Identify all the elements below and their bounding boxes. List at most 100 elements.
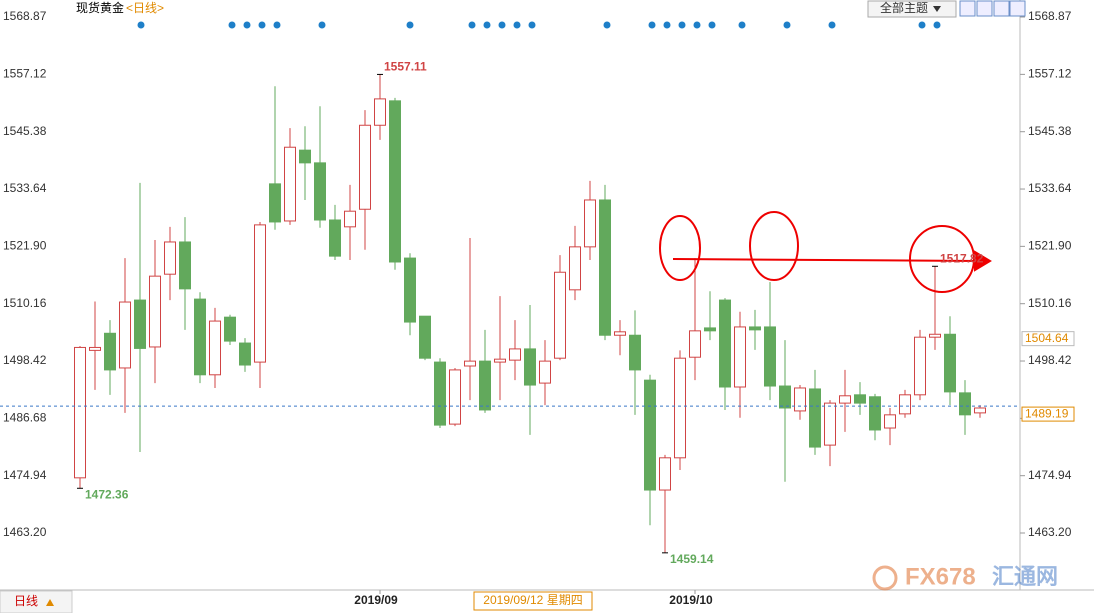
cursor-date: 2019/09/12 星期四 [483,593,582,607]
watermark-text: FX678 [905,563,976,590]
event-dot [406,21,414,29]
y-tick-label-right: 1545.38 [1028,124,1072,138]
y-tick-label-left: 1474.94 [3,468,47,482]
candle-body [119,301,131,369]
candle-body [194,298,206,376]
candle-body [719,299,731,388]
event-dot [243,21,251,29]
candle-body [524,348,536,386]
candle-body [239,342,251,366]
candle-body [374,98,386,126]
tool-icon[interactable] [976,0,993,17]
theme-button-label[interactable]: 全部主题 [880,0,928,15]
toolbar: 全部主题 [867,0,1026,18]
y-tick-label-left: 1521.90 [3,239,47,253]
y-tick-label-right: 1521.90 [1028,239,1072,253]
marker-price-tag [1021,331,1075,347]
candle-body [179,241,191,290]
y-tick-label-left: 1557.12 [3,67,47,81]
candle-body [734,326,746,388]
candle-body [254,224,266,363]
theme-button[interactable] [867,0,957,18]
candle-body [944,333,956,393]
candle-body [929,333,941,338]
event-dot [498,21,506,29]
tool-icon[interactable] [993,0,1010,17]
selector-arrow [46,599,54,606]
period-selector-label[interactable]: 日线 [14,594,38,608]
candle-body [914,336,926,396]
watermark: FX678 汇通网 [872,563,1058,591]
candle-body [554,271,566,359]
x-tick-label: 2019/10 [669,593,713,607]
candle-body [404,257,416,323]
candle-body [224,316,236,342]
candle-body [659,457,671,491]
y-tick-label-left: 1498.42 [3,353,47,367]
candle-body [839,395,851,404]
candle-body [824,402,836,446]
candle-body [794,387,806,412]
event-dot [137,21,145,29]
period-selector[interactable] [0,590,73,613]
y-tick-label-left: 1545.38 [3,124,47,138]
candle-body [629,334,641,371]
event-dot [513,21,521,29]
y-tick-label-left: 1510.16 [3,296,47,310]
last-price-label: 1489.19 [1025,406,1069,420]
candle-body [689,330,701,358]
candle-body [779,385,791,409]
candle-body [809,388,821,448]
candle-body [674,357,686,459]
plot [74,74,986,553]
last-price-tag [1021,406,1075,422]
candle-body [389,100,401,263]
candle-body [434,361,446,426]
extreme-label: 1472.36 [85,487,129,501]
candle-body [329,219,341,257]
watermark-text-cn: 汇通网 [992,564,1058,589]
candle-body [344,210,356,228]
extreme-label: 1517.82 [940,251,984,265]
candle-body [599,199,611,336]
candle-body [644,379,656,491]
event-dot [528,21,536,29]
candle-body [704,327,716,332]
candle-body [974,407,986,414]
y-tick-label-right: 1498.42 [1028,353,1072,367]
candle-body [899,394,911,415]
y-tick-label-right: 1474.94 [1028,468,1072,482]
event-dot [783,21,791,29]
tool-icon[interactable] [959,0,976,17]
x-tick-label: 2019/09 [354,593,398,607]
candle-body [749,326,761,331]
event-dot [933,21,941,29]
chart-title: 现货黄金 [76,0,124,15]
candle-body [869,396,881,431]
candle-body [449,369,461,425]
arrow-line [672,258,979,262]
y-tick-label-right: 1568.87 [1028,9,1072,23]
event-dot [603,21,611,29]
event-dot [663,21,671,29]
candle-body [764,326,776,387]
y-tick-label-left: 1568.87 [3,9,47,23]
candle-body [209,320,221,376]
candle-body [584,199,596,248]
candle-body [149,275,161,348]
candle-body [269,183,281,223]
y-tick-label-left: 1533.64 [3,181,47,195]
event-dot [483,21,491,29]
event-markers [137,21,941,29]
tool-icon[interactable] [1009,0,1026,17]
dropdown-arrow [933,6,941,12]
extreme-label: 1459.14 [670,552,714,566]
candle-body [299,149,311,164]
candle-body [164,241,176,275]
event-dot [738,21,746,29]
candle-body [134,299,146,349]
candle-body [569,246,581,291]
hand-annotation [659,211,992,293]
event-dot [708,21,716,29]
